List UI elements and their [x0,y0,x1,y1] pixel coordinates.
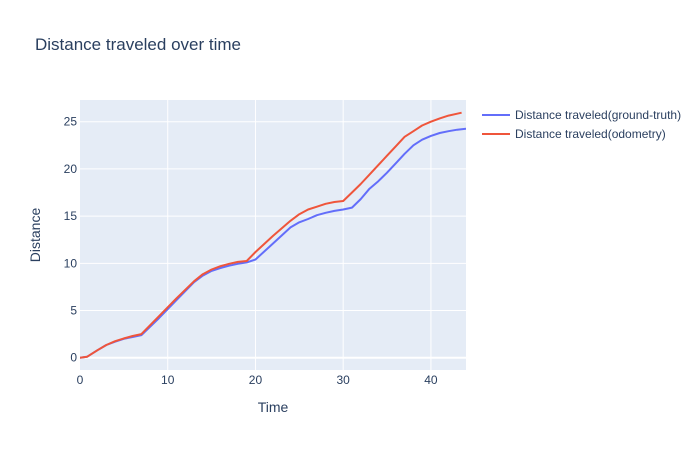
y-tick-label: 10 [64,256,78,270]
x-tick-label: 40 [424,373,438,387]
tick-labels: 0 10 20 30 40 0 5 10 15 20 25 [64,115,438,387]
x-tick-label: 0 [77,373,84,387]
y-tick-label: 20 [64,162,78,176]
grid [80,100,466,370]
x-tick-label: 10 [161,373,175,387]
legend-label-odometry: Distance traveled(odometry) [515,127,666,141]
y-axis-title: Distance [27,208,43,263]
y-tick-label: 5 [70,304,77,318]
x-axis-title: Time [258,399,289,415]
x-tick-label: 20 [249,373,263,387]
legend: Distance traveled(ground-truth) Distance… [482,108,681,141]
series-layer [80,111,466,359]
y-tick-label: 0 [70,351,77,365]
y-tick-label: 15 [64,209,78,223]
x-tick-label: 30 [337,373,351,387]
legend-label-ground-truth: Distance traveled(ground-truth) [515,108,681,122]
series-line-odometry [80,111,462,359]
y-tick-label: 25 [64,115,78,129]
chart-title: Distance traveled over time [35,35,241,54]
